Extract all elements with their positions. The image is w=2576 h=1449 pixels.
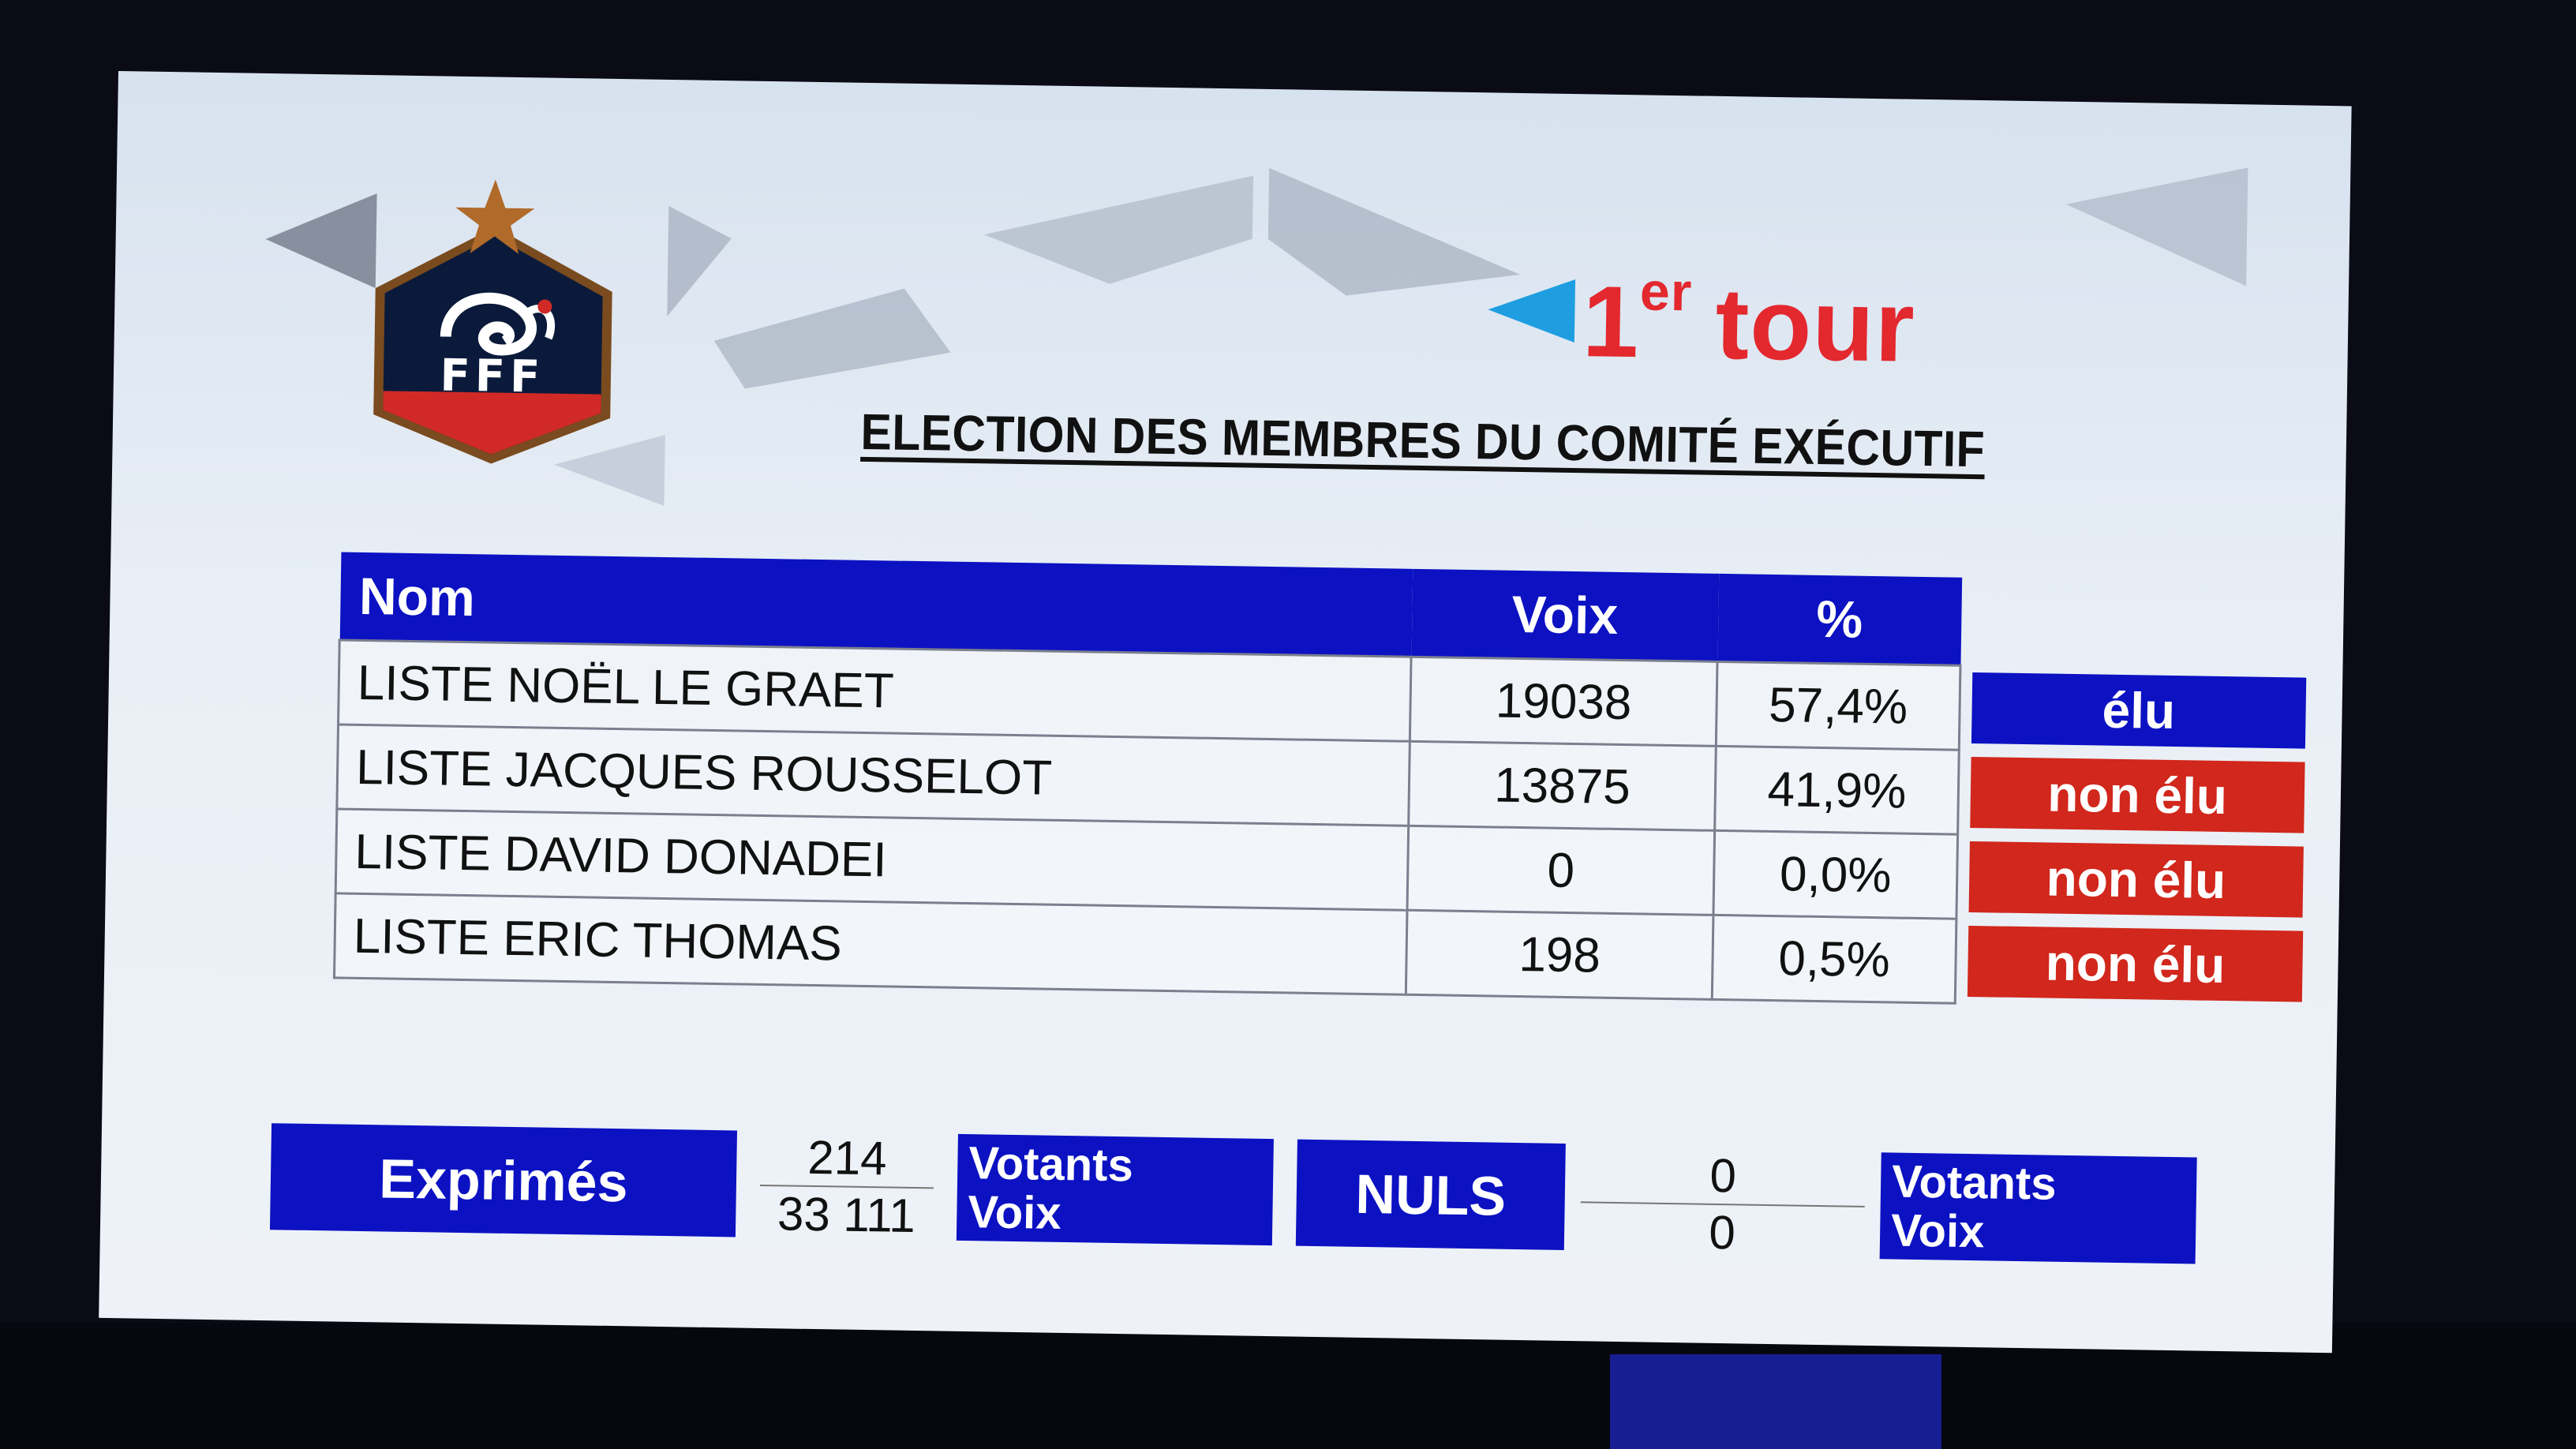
status-badge: non élu [1968, 841, 2304, 918]
round-arrow-icon [1488, 279, 1576, 343]
nuls-voix-value: 0 [1708, 1205, 1736, 1260]
column-header-name: Nom [339, 552, 1413, 657]
status-cell: élu [1959, 665, 2307, 755]
logo-text: FFF [440, 350, 545, 402]
exprimes-units: Votants Voix [956, 1133, 1274, 1246]
list-percent: 41,9% [1714, 746, 1960, 835]
column-header-percent: % [1717, 573, 1962, 666]
nuls-votants-value: 0 [1709, 1148, 1737, 1203]
room-light [1610, 1354, 1941, 1449]
list-votes: 0 [1407, 826, 1715, 915]
round-suffix: er [1639, 261, 1693, 323]
nuls-figures: 0 0 [1580, 1148, 1866, 1261]
nuls-units: Votants Voix [1879, 1152, 2197, 1264]
list-percent: 57,4% [1716, 661, 1960, 751]
status-badge: élu [1971, 672, 2306, 749]
column-header-status-spacer [1960, 578, 2308, 671]
list-percent: 0,5% [1712, 915, 1956, 1004]
list-votes: 19038 [1410, 657, 1717, 747]
exprimes-figures: 214 33 111 [759, 1131, 934, 1242]
nuls-label: NULS [1295, 1139, 1566, 1250]
exprimes-votants-value: 214 [807, 1130, 888, 1185]
list-votes: 13875 [1408, 741, 1717, 831]
results-screen: FFF 1er tour ELECTION DES MEMBRES DU COMI… [99, 71, 2352, 1354]
list-name: LISTE ERIC THOMAS [334, 893, 1408, 995]
results-table: Nom Voix % LISTE NOËL LE GRAET 19038 57,… [333, 552, 2310, 1009]
fff-logo: FFF [357, 178, 630, 466]
exprimes-label: Exprimés [269, 1123, 738, 1237]
status-cell: non élu [1956, 834, 2305, 924]
list-name: LISTE JACQUES ROUSSELOT [336, 724, 1410, 826]
column-header-votes: Voix [1411, 568, 1719, 662]
list-name: LISTE NOËL LE GRAET [338, 639, 1412, 742]
status-cell: non élu [1958, 750, 2306, 840]
round-indicator: 1er tour [1582, 260, 1916, 385]
list-votes: 198 [1406, 910, 1713, 1000]
exprimes-votants-label: Votants [968, 1136, 1134, 1191]
round-word: tour [1714, 267, 1916, 384]
list-name: LISTE DAVID DONADEI [335, 808, 1409, 911]
list-percent: 0,0% [1713, 830, 1958, 919]
nuls-votants-label: Votants [1891, 1155, 2057, 1210]
background-decoration [265, 167, 2248, 506]
status-cell: non élu [1955, 919, 2304, 1009]
nuls-voix-label: Voix [1890, 1204, 1985, 1257]
status-badge: non élu [1967, 925, 2304, 1002]
round-number: 1 [1582, 265, 1641, 380]
exprimes-voix-label: Voix [967, 1185, 1062, 1239]
status-badge: non élu [1970, 756, 2305, 833]
exprimes-voix-value: 33 111 [777, 1187, 916, 1243]
totals-bar: Exprimés 214 33 111 Votants Voix NULS 0 … [269, 1115, 2213, 1288]
